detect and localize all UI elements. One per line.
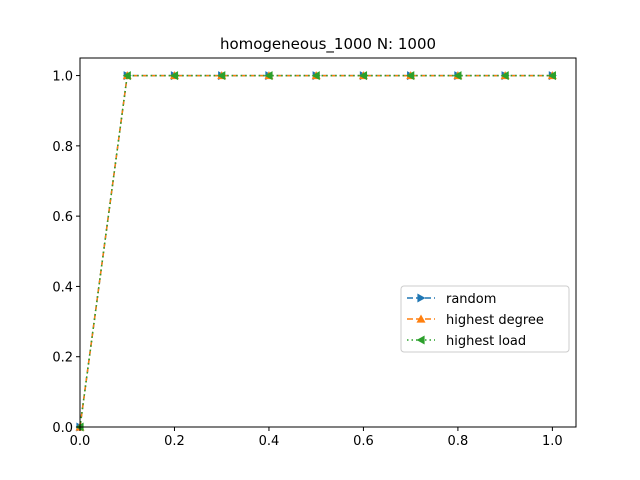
x-axis: 0.0 0.2 0.4 0.6 0.8 1.0: [70, 427, 563, 449]
series-line: [79, 74, 553, 428]
legend-item: highest degree: [407, 313, 544, 328]
x-tick-label: 1.0: [542, 434, 563, 449]
series-line: [79, 74, 553, 428]
legend-item: random: [407, 292, 496, 307]
data-point: [453, 71, 462, 81]
y-tick-label: 0.6: [52, 210, 73, 225]
legend-label: highest degree: [446, 313, 544, 328]
legend: random highest degree highest load: [400, 285, 570, 353]
y-tick-label: 0.2: [52, 351, 73, 366]
y-tick-label: 0.8: [52, 140, 73, 155]
y-tick-label: 0.4: [52, 280, 73, 295]
data-point: [311, 71, 320, 81]
chart-title: homogeneous_1000 N: 1000: [220, 35, 436, 54]
legend-marker: [416, 314, 426, 323]
series-random: [76, 71, 557, 432]
x-tick-label: 0.8: [448, 434, 469, 449]
legend-box: [400, 285, 570, 353]
x-tick-label: 0.2: [164, 434, 185, 449]
plot-frame: [79, 57, 577, 428]
series-layer: [75, 71, 557, 432]
y-axis: 0.0 0.2 0.4 0.6 0.8 1.0: [52, 70, 80, 436]
data-point: [500, 71, 509, 81]
x-tick-label: 0.0: [70, 434, 91, 449]
data-point: [406, 71, 415, 81]
legend-marker: [416, 335, 425, 345]
legend-item: highest load: [407, 334, 526, 349]
data-point: [547, 71, 556, 81]
y-tick-label: 0.0: [52, 421, 73, 436]
x-tick-label: 0.6: [353, 434, 374, 449]
data-point: [264, 71, 273, 81]
data-point: [217, 71, 226, 81]
legend-label: random: [446, 292, 496, 307]
x-tick-label: 0.4: [259, 434, 280, 449]
data-point: [358, 71, 368, 81]
series-highest-degree: [75, 71, 557, 431]
y-tick-label: 1.0: [52, 70, 73, 85]
legend-label: highest load: [446, 334, 526, 349]
data-point: [122, 71, 131, 81]
series-highest-load: [75, 71, 556, 432]
data-point: [169, 71, 179, 81]
series-line: [79, 74, 553, 428]
legend-marker: [417, 293, 426, 303]
